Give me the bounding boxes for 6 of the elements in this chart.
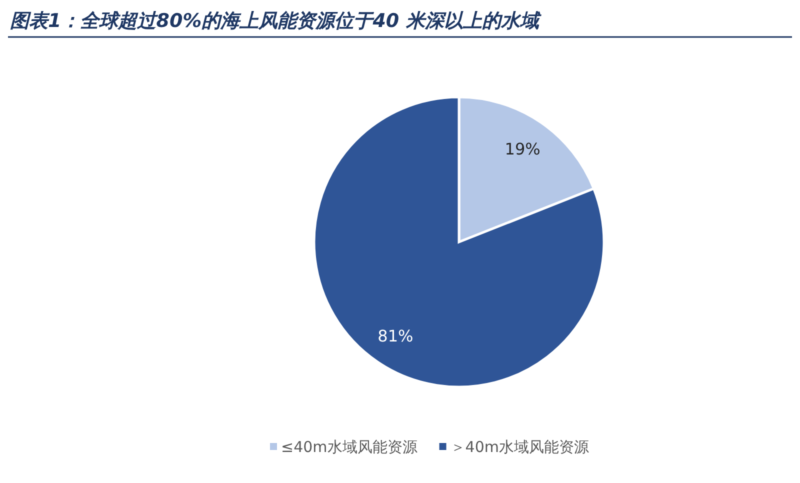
legend-label: ＞40m水域风能资源 <box>450 438 589 456</box>
legend-label: ≤40m水域风能资源 <box>281 438 418 456</box>
pie-slice <box>312 96 606 388</box>
chart-title: 图表1：全球超过80%的海上风能资源位于40 米深以上的水域 <box>10 10 542 32</box>
data-label: 81% <box>378 326 414 346</box>
data-label: 19% <box>504 139 540 158</box>
